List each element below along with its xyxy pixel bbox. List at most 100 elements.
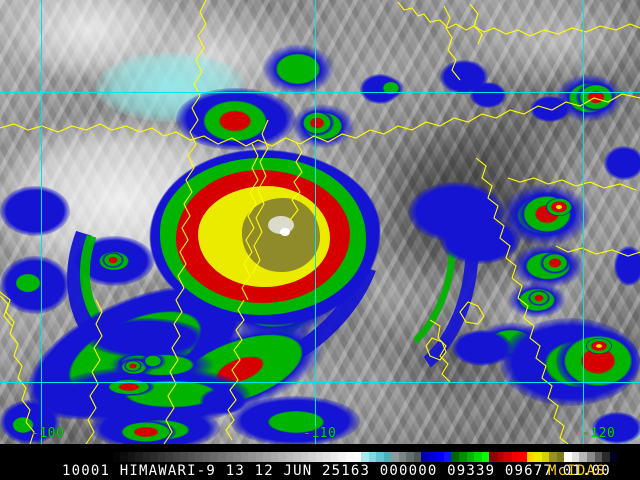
colorbar-step — [172, 452, 181, 462]
cold-cloud-cell — [440, 218, 520, 264]
cold-cloud-cell — [530, 96, 570, 122]
colorbar-step — [504, 452, 512, 462]
colorbar-step — [112, 452, 121, 462]
colorbar-step — [602, 452, 610, 462]
colorbar-step — [195, 452, 203, 462]
colorbar-step — [217, 452, 226, 462]
colorbar-step — [240, 452, 249, 462]
colorbar-step — [165, 452, 173, 462]
colorbar-step — [451, 452, 459, 462]
colorbar-step — [315, 452, 324, 462]
colorbar-step — [587, 452, 595, 462]
colorbar-step — [300, 452, 309, 462]
colorbar-step — [556, 452, 565, 462]
colorbar-step — [443, 452, 452, 462]
colorbar-step — [187, 452, 196, 462]
colorbar-step — [105, 452, 113, 462]
colorbar-step — [202, 452, 211, 462]
colorbar-step — [255, 452, 264, 462]
colorbar-step — [511, 452, 520, 462]
cold-cloud-cell — [116, 420, 176, 444]
cold-cloud-cell — [8, 268, 48, 298]
colorbar-step — [458, 452, 467, 462]
colorbar-step — [428, 452, 437, 462]
cold-cloud-cell — [0, 186, 70, 236]
colorbar-step — [526, 452, 535, 462]
colorbar-step — [361, 452, 369, 462]
cold-cloud-cell — [518, 192, 576, 236]
colorbar-step — [346, 452, 354, 462]
colorbar-step — [293, 452, 301, 462]
colorbar-step — [150, 452, 158, 462]
colorbar-step — [391, 452, 399, 462]
colorbar-step — [120, 452, 128, 462]
mcidas-brand-label: McIDAS — [548, 463, 606, 479]
colorbar-step — [330, 452, 339, 462]
colorbar-step — [489, 452, 497, 462]
colorbar-step — [406, 452, 414, 462]
colorbar-step — [180, 452, 188, 462]
colorbar-step — [338, 452, 346, 462]
cold-cloud-cell — [576, 82, 616, 112]
colorbar-step — [481, 452, 490, 462]
cold-cloud-cell — [614, 246, 640, 286]
colorbar-step — [248, 452, 256, 462]
colorbar-step — [594, 452, 603, 462]
cold-cloud-cell — [604, 146, 640, 180]
longitude-label-110w: -110 — [303, 426, 337, 441]
satellite-image-canvas[interactable]: -100 -110 -120 — [0, 0, 640, 444]
colorbar-step — [270, 452, 279, 462]
colorbar-step — [466, 452, 475, 462]
colorbar-step — [233, 452, 241, 462]
cold-cloud-cell — [592, 412, 640, 444]
colorbar-step — [398, 452, 407, 462]
cold-cloud-cell — [102, 252, 124, 268]
colorbar-step — [285, 452, 294, 462]
cold-cloud-cell — [250, 404, 342, 440]
cold-cloud-cell — [586, 338, 612, 354]
mcidas-annotation-bar: 10001 HIMAWARI-9 13 12 JUN 25163 000000 … — [0, 444, 640, 480]
cold-cloud-cell — [528, 290, 550, 306]
cold-cloud-cell — [470, 82, 506, 108]
annotation-text-row: 10001 HIMAWARI-9 13 12 JUN 25163 000000 … — [0, 463, 640, 480]
storm-eye-center — [280, 228, 290, 236]
colorbar-step — [474, 452, 482, 462]
image-info-text: 10001 HIMAWARI-9 13 12 JUN 25163 000000 … — [62, 463, 611, 479]
colorbar-step — [210, 452, 218, 462]
ir-enhancement-colorbar[interactable] — [105, 452, 618, 462]
cold-cloud-cell — [124, 360, 142, 372]
colorbar-step — [519, 452, 527, 462]
cold-cloud-cell — [540, 252, 570, 274]
colorbar-step — [609, 452, 618, 462]
longitude-label-100w: -100 — [31, 426, 65, 441]
colorbar-step — [436, 452, 444, 462]
colorbar-step — [549, 452, 557, 462]
cold-cloud-cell — [378, 78, 404, 98]
colorbar-step — [278, 452, 286, 462]
colorbar-step — [263, 452, 271, 462]
colorbar-step — [564, 452, 572, 462]
colorbar-step — [368, 452, 377, 462]
cold-cloud-cell — [546, 198, 572, 216]
colorbar-step — [413, 452, 422, 462]
cold-cloud-cell — [262, 44, 334, 94]
colorbar-step — [135, 452, 143, 462]
colorbar-step — [421, 452, 429, 462]
colorbar-step — [142, 452, 151, 462]
colorbar-step — [323, 452, 331, 462]
colorbar-step — [579, 452, 587, 462]
colorbar-step — [127, 452, 136, 462]
longitude-label-120w: -120 — [582, 426, 616, 441]
colorbar-step — [541, 452, 550, 462]
colorbar-step — [496, 452, 505, 462]
colorbar-step — [308, 452, 316, 462]
colorbar-step — [571, 452, 580, 462]
colorbar-step — [225, 452, 234, 462]
colorbar-step — [534, 452, 542, 462]
cold-cloud-cell — [140, 352, 166, 370]
colorbar-step — [157, 452, 166, 462]
colorbar-step — [383, 452, 392, 462]
tropical-cyclone-core — [150, 150, 380, 325]
colorbar-step — [376, 452, 384, 462]
